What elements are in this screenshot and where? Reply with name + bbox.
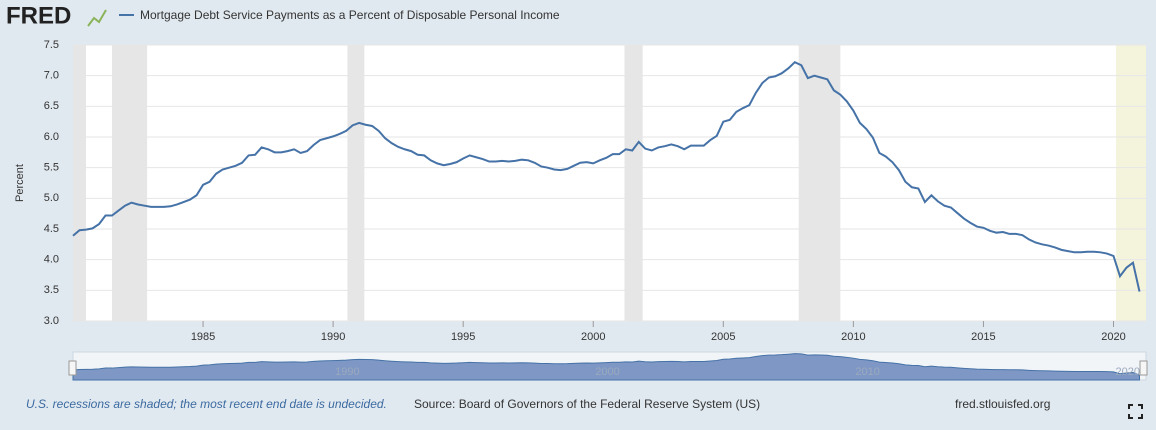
x-tick-label: 2005	[711, 331, 735, 343]
y-tick-label: 3.5	[44, 284, 59, 296]
recession-shade	[347, 45, 365, 321]
recession-shade-undecided	[1116, 45, 1146, 321]
navigator-tick-label: 2010	[855, 366, 879, 378]
recession-shade	[112, 45, 148, 321]
x-tick-label: 2000	[581, 331, 605, 343]
fullscreen-button[interactable]	[1128, 404, 1143, 419]
recession-shade	[73, 45, 87, 321]
recession-note: U.S. recessions are shaded; the most rec…	[26, 397, 387, 411]
x-tick-label: 2020	[1101, 331, 1125, 343]
navigator-handle-left[interactable]	[68, 360, 77, 376]
logo-icon	[87, 9, 107, 27]
navigator-handle-right[interactable]	[1139, 360, 1148, 376]
y-tick-label: 5.5	[44, 162, 59, 174]
navigator-tick-label: 1990	[335, 366, 359, 378]
legend-label: Mortgage Debt Service Payments as a Perc…	[140, 8, 560, 22]
plot-area	[73, 45, 1146, 321]
y-tick-label: 6.0	[44, 131, 59, 143]
y-tick-label: 7.0	[44, 70, 59, 82]
navigator-tick-label: 2020	[1115, 366, 1139, 378]
x-tick-label: 1995	[451, 331, 475, 343]
y-axis-label: Percent	[14, 164, 26, 202]
navigator-tick-label: 2000	[595, 366, 619, 378]
y-tick-label: 7.5	[44, 39, 59, 51]
x-tick-label: 1990	[321, 331, 345, 343]
y-tick-label: 4.5	[44, 223, 59, 235]
source: Source: Board of Governors of the Federa…	[414, 397, 760, 411]
site: fred.stlouisfed.org	[955, 397, 1050, 411]
recession-shade	[624, 45, 643, 321]
x-tick-label: 2015	[971, 331, 995, 343]
navigator-series	[72, 353, 1140, 381]
x-tick-label: 2010	[841, 331, 865, 343]
recession-shade	[798, 45, 841, 321]
y-tick-label: 4.0	[44, 254, 59, 266]
y-tick-label: 3.0	[44, 315, 59, 327]
y-tick-label: 5.0	[44, 192, 59, 204]
y-tick-label: 6.5	[44, 100, 59, 112]
series-line	[72, 60, 1141, 292]
fred-logo: FRED	[6, 2, 71, 29]
x-tick-label: 1985	[191, 331, 215, 343]
